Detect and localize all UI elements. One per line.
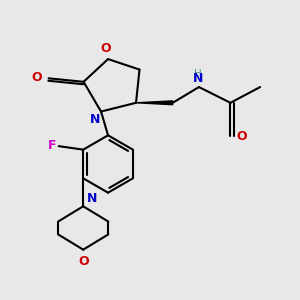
Text: F: F	[47, 139, 56, 152]
Text: N: N	[193, 72, 203, 85]
Text: N: N	[87, 191, 97, 205]
Text: H: H	[194, 69, 202, 80]
Text: O: O	[237, 130, 247, 142]
Text: O: O	[78, 255, 88, 268]
Text: N: N	[90, 113, 100, 126]
Text: O: O	[32, 71, 42, 84]
Polygon shape	[136, 101, 173, 105]
Text: O: O	[100, 42, 111, 55]
